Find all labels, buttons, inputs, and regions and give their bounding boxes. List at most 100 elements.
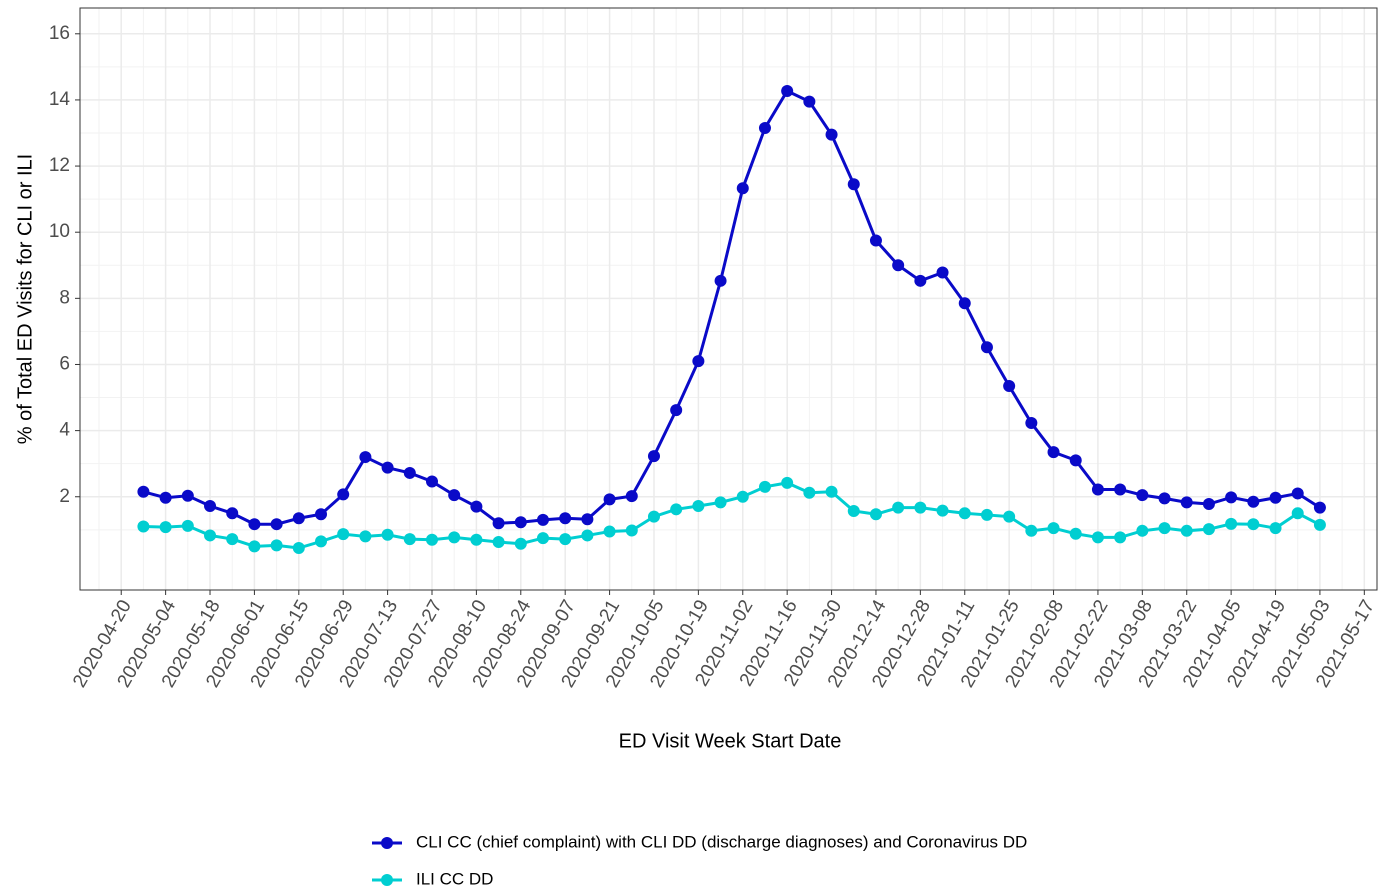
data-point — [315, 535, 328, 548]
legend-label: ILI CC DD — [416, 869, 493, 888]
data-point — [980, 341, 993, 354]
data-point — [1091, 483, 1104, 496]
data-point — [248, 518, 261, 531]
data-point — [692, 355, 705, 368]
data-point — [736, 490, 749, 503]
data-point — [425, 533, 438, 546]
data-point — [581, 513, 594, 526]
data-point — [137, 485, 150, 498]
data-point — [936, 504, 949, 517]
legend-swatch — [381, 837, 393, 849]
data-point — [292, 512, 305, 525]
data-point — [359, 451, 372, 464]
data-point — [137, 520, 150, 533]
data-point — [1225, 517, 1238, 530]
data-point — [1003, 379, 1016, 392]
y-tick-label: 12 — [49, 155, 70, 176]
data-point — [1225, 491, 1238, 504]
data-point — [1003, 510, 1016, 523]
data-point — [625, 524, 638, 537]
data-point — [958, 507, 971, 520]
data-point — [869, 508, 882, 521]
data-point — [670, 503, 683, 516]
data-point — [159, 491, 172, 504]
data-point — [403, 466, 416, 479]
data-point — [359, 530, 372, 543]
data-point — [248, 540, 261, 553]
data-point — [381, 461, 394, 474]
data-point — [1291, 487, 1304, 500]
data-point — [403, 533, 416, 546]
data-point — [980, 508, 993, 521]
y-tick-label: 16 — [49, 23, 70, 44]
data-point — [625, 490, 638, 503]
data-point — [869, 234, 882, 247]
data-point — [781, 85, 794, 98]
data-point — [714, 274, 727, 287]
data-point — [803, 95, 816, 108]
data-point — [803, 486, 816, 499]
data-point — [1114, 531, 1127, 544]
data-point — [1202, 498, 1215, 511]
y-tick-label: 2 — [59, 486, 70, 507]
data-point — [204, 529, 217, 542]
data-point — [1269, 491, 1282, 504]
data-point — [315, 508, 328, 521]
data-point — [270, 539, 283, 552]
data-point — [1269, 522, 1282, 535]
data-point — [1136, 489, 1149, 502]
data-point — [226, 507, 239, 520]
data-point — [758, 480, 771, 493]
data-point — [1136, 524, 1149, 537]
y-tick-label: 8 — [59, 287, 70, 308]
y-tick-label: 14 — [49, 89, 71, 110]
data-point — [647, 510, 660, 523]
data-point — [914, 501, 927, 514]
data-point — [381, 528, 394, 541]
data-point — [1247, 518, 1260, 531]
data-point — [892, 259, 905, 272]
data-point — [1247, 495, 1260, 508]
data-point — [758, 122, 771, 135]
data-point — [270, 518, 283, 531]
data-point — [892, 501, 905, 514]
series-line — [143, 89, 1321, 526]
data-point — [825, 485, 838, 498]
data-point — [1158, 492, 1171, 505]
data-point — [536, 513, 549, 526]
data-point — [1202, 523, 1215, 536]
data-point — [670, 404, 683, 417]
data-point — [1025, 524, 1038, 537]
data-point — [159, 521, 172, 534]
legend-label: CLI CC (chief complaint) with CLI DD (di… — [416, 832, 1027, 851]
data-point — [1047, 446, 1060, 459]
data-point — [470, 533, 483, 546]
legend-swatch — [381, 874, 393, 886]
data-point — [1180, 524, 1193, 537]
data-point — [581, 529, 594, 542]
data-point — [425, 475, 438, 488]
data-point — [781, 476, 794, 489]
data-point — [914, 274, 927, 287]
data-point — [536, 532, 549, 545]
data-point — [1158, 522, 1171, 535]
y-tick-label: 4 — [59, 420, 70, 441]
data-point — [1025, 417, 1038, 430]
data-point — [337, 528, 350, 541]
data-point — [292, 542, 305, 555]
data-point — [181, 489, 194, 502]
data-point — [559, 533, 572, 546]
data-point — [847, 504, 860, 517]
data-point — [1180, 496, 1193, 509]
plot-border — [79, 7, 1378, 591]
data-point — [559, 512, 572, 525]
data-point — [337, 488, 350, 501]
data-point — [514, 537, 527, 550]
data-point — [847, 178, 860, 191]
x-axis-title: ED Visit Week Start Date — [619, 730, 842, 752]
data-point — [736, 182, 749, 195]
data-point — [1069, 527, 1082, 540]
y-axis-title: % of Total ED Visits for CLI or ILI — [14, 154, 36, 445]
